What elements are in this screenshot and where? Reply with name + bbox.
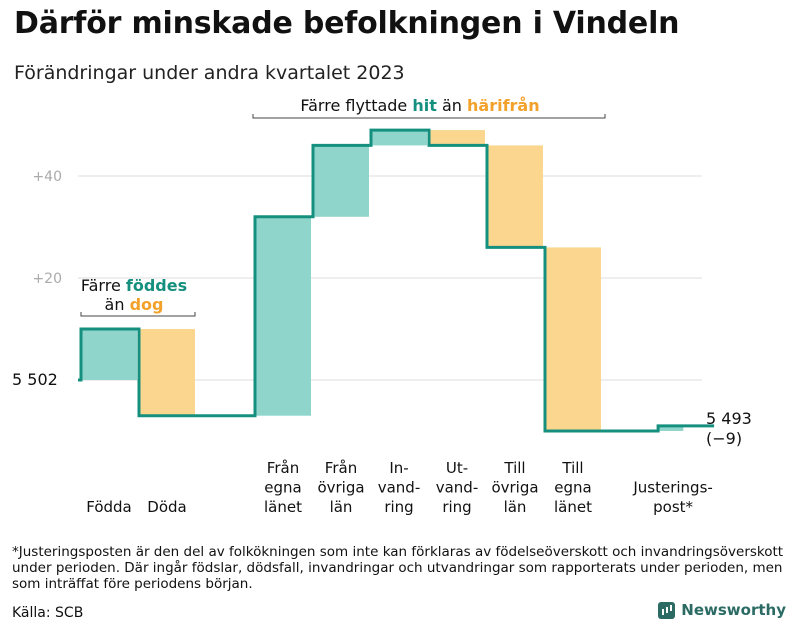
chart-title: Därför minskade befolkningen i Vindeln [14,6,680,41]
x-label-fodda-0: Födda [86,498,132,516]
x-label-till-egna-lanet-1: egna [554,479,591,497]
annotation-births-segment-0-0: Färre [81,276,126,295]
waterfall-line [78,128,715,433]
annotation-bracket-migration [252,114,606,119]
annotation-migration-segment-0-1: hit [412,96,437,115]
bar-doda [139,329,195,416]
x-label-doda-0: Döda [147,498,186,516]
annotation-births-segment-1-1: dog [130,295,164,314]
annotation-bracket-births [80,312,196,317]
x-label-invandring-1: vand- [378,479,421,497]
end-value-label: 5 493 [706,409,752,428]
annotation-births-segment-1-0: än [105,295,130,314]
x-label-justeringspost-0: Justerings- [632,479,712,497]
x-label-invandring-2: ring [384,498,413,516]
y-tick-label-1: +20 [32,271,62,287]
x-label-till-ovriga-lan-2: län [504,498,527,516]
annotation-births-line-0: Färre föddes [81,276,187,295]
brand-logo: Newsworthy [658,601,786,619]
x-label-till-ovriga-lan-0: Till [503,459,525,477]
x-label-justeringspost-1: post* [653,498,693,516]
x-label-fran-ovriga-lan-2: län [330,498,353,516]
bar-invandring [371,130,427,146]
chart-subtitle: Förändringar under andra kvartalet 2023 [14,62,405,84]
x-label-till-ovriga-lan-1: övriga [491,479,538,497]
x-label-fran-ovriga-lan-0: Från [325,459,357,477]
bar-utvandring [429,130,485,146]
x-label-utvandring-0: Ut- [446,459,468,477]
annotation-migration-line-0: Färre flyttade hit än härifrån [300,96,539,115]
brand-name: Newsworthy [681,601,786,619]
x-label-fran-ovriga-lan-1: övriga [317,479,364,497]
x-label-invandring-0: In- [389,459,408,477]
x-label-till-egna-lanet-2: länet [554,498,592,516]
bar-fran-egna-lanet [255,216,311,416]
x-label-till-egna-lanet-0: Till [561,459,583,477]
x-label-fran-egna-lanet-2: länet [264,498,302,516]
annotation-migration-segment-0-2: än [437,96,467,115]
x-label-fran-egna-lanet-1: egna [264,479,301,497]
annotation-births-line-1: än dog [105,295,164,314]
bar-fran-ovriga-lan [313,145,369,217]
bar-chart-icon [658,601,676,619]
footnote: *Justeringsposten är den del av folkökni… [12,544,784,592]
annotation-migration-segment-0-3: härifrån [467,96,540,115]
x-label-fran-egna-lanet-0: Från [267,459,299,477]
x-label-utvandring-2: ring [442,498,471,516]
baseline-label: 5 502 [12,370,58,389]
source-note: Källa: SCB [12,605,84,621]
bar-till-ovriga-lan [487,145,543,248]
bar-till-egna-lanet [545,247,601,431]
annotation-births-segment-0-1: föddes [126,276,187,295]
bar-fodda [81,329,137,380]
bar-justeringspost [658,425,684,431]
annotation-migration-segment-0-0: Färre flyttade [300,96,412,115]
end-change-label: (−9) [706,429,742,448]
x-label-utvandring-1: vand- [436,479,479,497]
y-tick-label-0: +40 [32,169,62,185]
